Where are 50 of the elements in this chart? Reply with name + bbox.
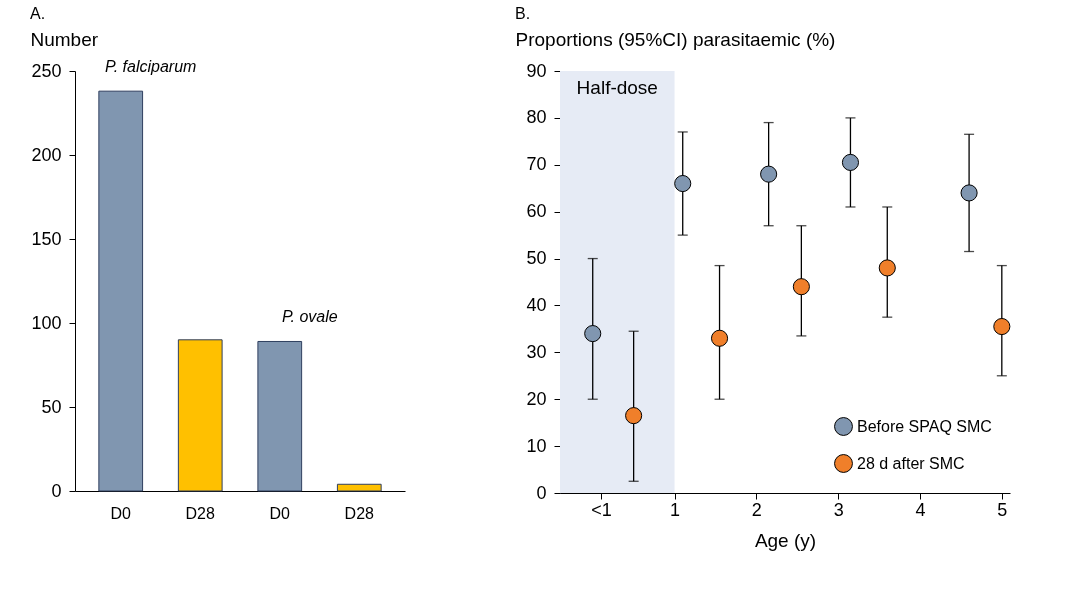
bar: [177, 339, 223, 492]
x-tick-label: 4: [915, 499, 926, 520]
point: [960, 184, 978, 202]
y-tick-label: 50: [526, 248, 547, 269]
point: [584, 325, 602, 343]
legend-label: Before SPAQ SMC: [857, 417, 992, 435]
x-tick-label: D28: [185, 504, 216, 522]
legend-label: 28 d after SMC: [857, 454, 965, 472]
point: [710, 329, 729, 347]
y-tick-label: 90: [526, 60, 547, 81]
annotation: P. falciparum: [105, 58, 197, 76]
y-tick-label: 60: [526, 201, 547, 222]
point: [993, 318, 1011, 336]
x-tick-label: 3: [833, 499, 844, 520]
x-tick-label: 5: [997, 499, 1008, 520]
point: [841, 153, 860, 171]
band-label: Half-dose: [576, 77, 658, 98]
chart-title: B.: [515, 5, 531, 22]
y-tick-label: 50: [41, 396, 62, 417]
y-axis-title: Proportions (95%CI) parasitaemic (%): [515, 28, 836, 50]
x-tick-label: 1: [670, 499, 681, 520]
x-tick-label: D0: [110, 504, 132, 522]
y-tick-label: 70: [526, 154, 547, 175]
point: [792, 278, 810, 296]
bar: [336, 483, 382, 492]
point: [674, 174, 692, 193]
x-axis-title: Age (y): [754, 529, 817, 551]
y-axis-title: Number: [30, 28, 99, 50]
x-tick-label: 2: [751, 499, 762, 520]
chart-title: A.: [30, 5, 46, 22]
bar: [98, 90, 144, 492]
y-tick-label: 250: [31, 60, 62, 81]
point: [878, 259, 896, 277]
x-tick-label: D0: [269, 504, 291, 522]
y-tick-label: 30: [526, 341, 547, 362]
y-tick-label: 0: [51, 480, 62, 501]
y-tick-label: 150: [31, 228, 62, 249]
point: [625, 407, 643, 425]
point: [760, 165, 778, 183]
y-tick-label: 10: [526, 435, 547, 456]
x-tick-label: <1: [591, 499, 612, 520]
annotation: P. ovale: [281, 308, 338, 326]
y-tick-label: 200: [31, 144, 62, 165]
y-tick-label: 100: [31, 312, 62, 333]
y-tick-label: 20: [526, 388, 547, 409]
y-tick-label: 80: [526, 107, 547, 128]
x-tick-label: D28: [344, 504, 375, 522]
y-tick-label: 0: [536, 482, 547, 503]
bar: [257, 340, 303, 492]
y-tick-label: 40: [526, 294, 547, 315]
